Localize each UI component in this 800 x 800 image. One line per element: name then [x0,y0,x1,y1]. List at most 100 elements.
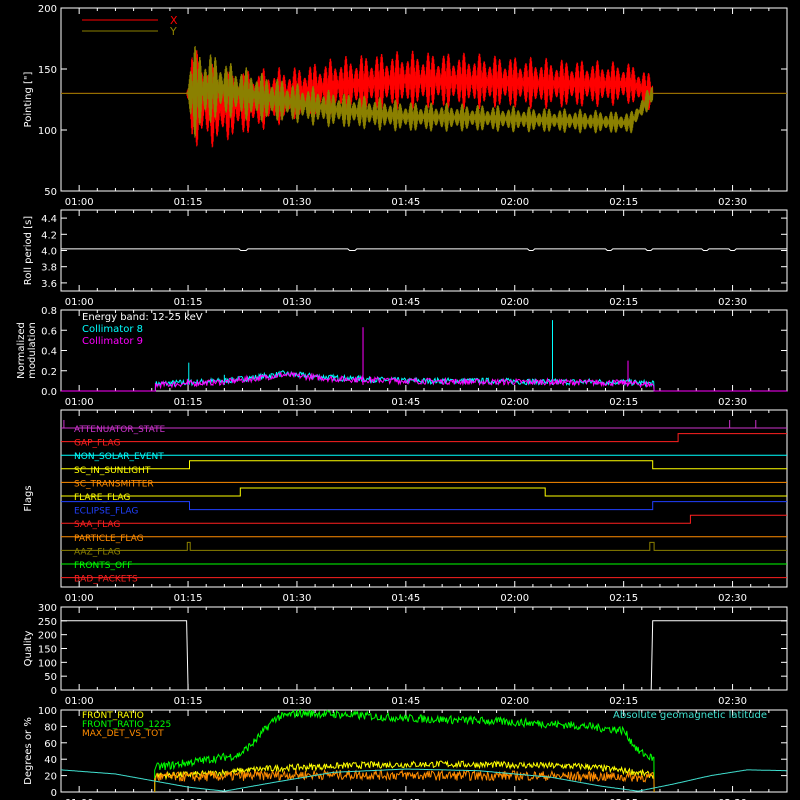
y-tick-label: 20 [44,772,57,783]
x-tick-label: 02:00 [500,397,529,408]
y-axis-label: Quality [23,631,34,667]
legend-label: Y [169,25,177,38]
flag-label: SC_TRANSMITTER [74,479,154,489]
flag-label: SAA_FLAG [74,520,120,530]
x-tick-label: 01:00 [65,397,94,408]
flag-label: ECLIPSE_FLAG [74,507,138,517]
x-tick-label: 01:30 [283,197,312,208]
ratio-series-1 [154,708,655,793]
flag-label: SC_IN_SUNLIGHT [74,466,151,476]
x-tick-label: 02:00 [500,297,529,308]
legend-label: Collimator 9 [82,336,143,347]
x-tick-label: 02:15 [609,397,638,408]
y-tick-label: 0.6 [41,326,57,337]
y-tick-label: 0.0 [41,387,57,398]
y-tick-label: 40 [44,755,57,766]
flag-label: AAZ_FLAG [74,547,121,557]
x-tick-label: 01:45 [391,397,420,408]
ratio-panel: 0 20 40 60 80 100 01:00 01:15 01:30 01:45 02:00 02:… [23,706,788,800]
ratio-series-0 [154,760,655,793]
pointing-panel: 50 100 150 200 01:00 01:15 01:30 01:45 02:00 02:1… [23,4,788,208]
x-tick-label: 01:15 [174,593,203,604]
y-tick-label: 100 [38,706,57,717]
flag-trace [61,487,787,497]
y-tick-label: 200 [38,4,57,15]
y-tick-label: 3.8 [41,263,57,274]
y-tick-label: 150 [38,645,57,656]
y-tick-label: 0 [51,686,57,697]
x-tick-label: 01:15 [174,696,203,707]
pointing-series-y [61,45,787,138]
x-tick-label: 01:15 [174,397,203,408]
x-tick-label: 01:45 [391,696,420,707]
flag-trace [61,514,787,524]
legend-label: X [170,14,178,27]
x-tick-label: 01:30 [283,696,312,707]
y-tick-label: 3.6 [41,279,57,290]
y-axis-label: Normalized [16,322,27,379]
y-tick-label: 4.4 [41,214,57,225]
x-tick-label: 02:30 [718,397,747,408]
ratio-series-3 [61,768,787,792]
x-tick-label: 02:30 [718,593,747,604]
x-tick-label: 02:15 [609,593,638,604]
y-tick-label: 300 [38,603,57,614]
y-tick-label: 4.2 [41,230,57,241]
legend-label: Absolute geomagnetic latitude [613,710,767,721]
roll-period-series [61,248,787,251]
flag-label: NON_SOLAR_EVENT [74,452,164,462]
flag-trace [61,501,787,511]
x-tick-label: 01:30 [283,798,312,800]
y-axis-label: Degrees or % [23,717,34,785]
modulation-series-9 [61,371,787,392]
x-tick-label: 01:15 [174,798,203,800]
x-tick-label: 01:45 [391,297,420,308]
flag-trace [61,541,787,551]
x-tick-label: 02:30 [718,696,747,707]
y-tick-label: 0.4 [41,347,57,358]
y-tick-label: 0.2 [41,367,57,378]
y-tick-label: 60 [44,739,57,750]
quality-series [61,620,787,691]
modulation-title: Energy band: 12-25 keV [82,312,203,323]
y-axis-label: Roll period [s] [23,216,34,285]
x-tick-label: 02:30 [718,297,747,308]
y-tick-label: 4.0 [41,247,57,258]
x-tick-label: 02:15 [609,297,638,308]
y-tick-label: 100 [38,126,57,137]
y-tick-label: 0 [51,788,57,799]
y-tick-label: 0.8 [41,306,57,317]
y-tick-label: 150 [38,65,57,76]
flag-label: FLARE_FLAG [74,493,130,503]
x-tick-label: 01:45 [391,593,420,604]
flag-trace [61,433,787,443]
x-tick-label: 01:30 [283,397,312,408]
x-tick-label: 01:30 [283,297,312,308]
flag-label: GAP_FLAG [74,439,120,449]
x-tick-label: 01:45 [391,798,420,800]
flag-label: ATTENUATOR_STATE [74,425,166,435]
y-tick-label: 50 [44,672,57,683]
x-tick-label: 01:00 [65,696,94,707]
x-tick-label: 02:15 [609,197,638,208]
y-axis-label: modulation [27,322,38,379]
legend-label: Collimator 8 [82,324,143,335]
x-tick-label: 02:00 [500,696,529,707]
x-tick-label: 01:00 [65,197,94,208]
flag-label: BAD_PACKETS [74,575,138,585]
y-tick-label: 50 [44,187,57,198]
x-tick-label: 01:15 [174,297,203,308]
y-tick-label: 80 [44,722,57,733]
y-axis-label: Pointing ["] [23,71,34,127]
x-tick-label: 01:00 [65,593,94,604]
y-tick-label: 100 [38,658,57,669]
flag-trace [61,460,787,470]
quality-panel: 0 50 100 150 200 250 300 01:00 01:15 01:30 01:45 02… [23,603,788,707]
modulation-panel: 0.0 0.2 0.4 0.6 0.8 01:00 01:15 01:30 01:45 02:00… [16,306,788,408]
x-tick-label: 02:30 [718,798,747,800]
x-tick-label: 01:15 [174,197,203,208]
x-tick-label: 02:15 [609,696,638,707]
x-tick-label: 01:00 [65,297,94,308]
x-tick-label: 02:00 [500,197,529,208]
